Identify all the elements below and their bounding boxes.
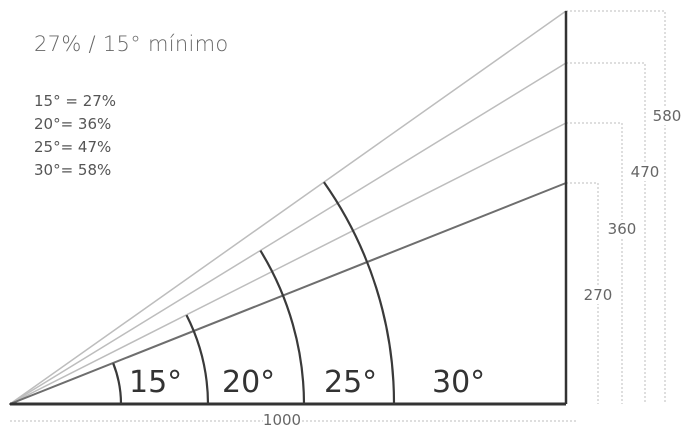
angle-label-15: 15° [129, 365, 182, 400]
equivalence-15: 15° = 27% [34, 92, 117, 110]
angle-label-30: 30° [432, 365, 485, 400]
arc-20 [185, 314, 210, 405]
ray-15 [9, 182, 567, 405]
ray-20 [9, 122, 567, 405]
height-label-270: 270 [584, 286, 613, 304]
arc-15 [112, 362, 123, 405]
ray-30 [9, 10, 567, 405]
angle-label-25: 25° [324, 365, 377, 400]
diagram-title: 27% / 15° mínimo [34, 32, 229, 56]
height-label-360: 360 [608, 220, 637, 238]
height-guide-580 [566, 10, 666, 404]
height-guide-270 [566, 182, 599, 404]
equivalence-20: 20°= 36% [34, 115, 112, 133]
base-dimension-label: 1000 [263, 411, 301, 429]
angle-label-20: 20° [222, 365, 275, 400]
height-guide-360 [566, 122, 623, 404]
height-label-470: 470 [631, 163, 660, 181]
equivalence-25: 25°= 47% [34, 138, 112, 156]
ray-25 [9, 62, 567, 405]
equivalence-30: 30°= 58% [34, 161, 112, 179]
arc-30 [323, 181, 396, 405]
arc-25 [259, 250, 306, 405]
height-label-580: 580 [653, 107, 682, 125]
